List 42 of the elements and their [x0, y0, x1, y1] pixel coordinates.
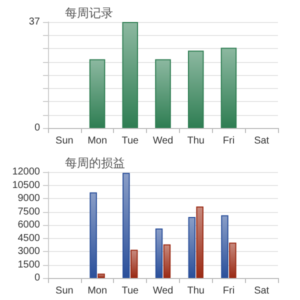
- x-tick-label: Mon: [88, 136, 108, 146]
- y-tick-label: 6000: [18, 220, 40, 230]
- x-tick-label: Sun: [56, 136, 74, 146]
- bar: [188, 50, 204, 128]
- bar: [220, 48, 237, 128]
- x-tick-label: Fri: [222, 136, 235, 146]
- chart-title: 每周的损益: [65, 156, 125, 170]
- bar: [163, 244, 171, 278]
- x-tick-label: Sat: [254, 286, 270, 296]
- chart-title: 每周记录: [65, 6, 113, 20]
- x-tick-label: Wed: [152, 136, 174, 146]
- bar: [196, 206, 204, 278]
- x-tick-label: Thu: [187, 136, 204, 146]
- bar: [122, 22, 138, 128]
- y-tick-label: 10500: [12, 180, 40, 191]
- bar: [122, 172, 130, 278]
- y-tick-label: 3000: [18, 246, 40, 257]
- y-tick-label: 0: [34, 122, 40, 134]
- bar: [155, 59, 171, 128]
- y-tick-label: 7500: [18, 206, 40, 218]
- bar: [89, 59, 106, 128]
- x-tick-label: Thu: [187, 286, 204, 296]
- bar: [130, 250, 138, 278]
- x-tick-label: Mon: [88, 286, 108, 296]
- y-tick-label: 12000: [12, 166, 40, 178]
- y-tick-label: 1500: [18, 259, 40, 270]
- y-tick-label: 37: [28, 16, 40, 28]
- bar: [98, 274, 105, 278]
- bar: [221, 215, 228, 278]
- x-tick-label: Tue: [122, 286, 140, 296]
- bar: [188, 217, 196, 278]
- bar: [90, 192, 97, 278]
- x-tick-label: Fri: [222, 286, 235, 296]
- x-tick-label: Tue: [122, 136, 140, 146]
- bar: [155, 228, 163, 278]
- y-tick-label: 9000: [18, 193, 40, 204]
- x-tick-label: Sun: [56, 286, 74, 296]
- x-tick-label: Sat: [254, 136, 270, 146]
- x-tick-label: Wed: [152, 286, 174, 296]
- bar: [229, 242, 236, 278]
- y-tick-label: 0: [34, 272, 40, 284]
- y-tick-label: 4500: [18, 232, 40, 244]
